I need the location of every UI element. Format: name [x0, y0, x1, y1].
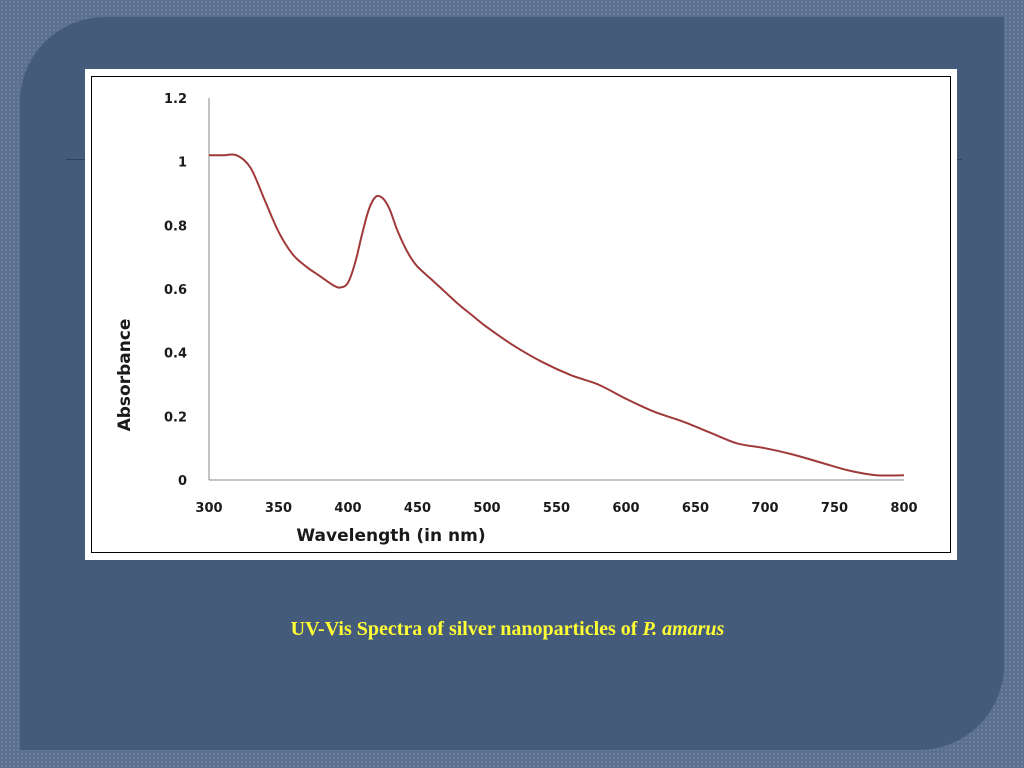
x-tick-label: 800 — [890, 501, 917, 516]
x-tick-label: 750 — [821, 501, 848, 516]
y-tick-label: 0 — [178, 474, 187, 489]
x-tick-label: 300 — [195, 501, 222, 516]
caption-text: UV-Vis Spectra of silver nanoparticles o… — [290, 618, 643, 640]
chart-image: 0 0.2 0.4 0.6 0.8 1 1.2 300 350 400 450 500 550 600 6… — [85, 69, 957, 560]
y-tick-labels: 0 0.2 0.4 0.6 0.8 1 1.2 — [164, 92, 187, 489]
caption-species: P. amarus — [642, 618, 725, 640]
y-tick-label: 0.8 — [164, 219, 187, 234]
x-tick-label: 650 — [682, 501, 709, 516]
x-tick-label: 600 — [612, 501, 639, 516]
x-tick-label: 450 — [404, 501, 431, 516]
x-tick-labels: 300 350 400 450 500 550 600 650 700 750 800 — [195, 501, 917, 516]
x-tick-label: 500 — [473, 501, 500, 516]
x-tick-label: 700 — [751, 501, 778, 516]
y-tick-label: 0.6 — [164, 283, 187, 298]
figure-caption: UV-Vis Spectra of silver nanoparticles o… — [0, 618, 1015, 641]
x-tick-label: 350 — [265, 501, 292, 516]
y-tick-label: 1.2 — [164, 92, 187, 107]
y-tick-label: 0.4 — [164, 347, 187, 362]
absorbance-series-line — [208, 153, 905, 477]
y-tick-label: 1 — [178, 156, 187, 171]
y-axis-title: Absorbance — [115, 319, 135, 432]
x-tick-label: 400 — [334, 501, 361, 516]
x-axis-title: Wavelength (in nm) — [296, 526, 485, 546]
uv-vis-chart: 0 0.2 0.4 0.6 0.8 1 1.2 300 350 400 450 500 550 600 6… — [91, 76, 951, 553]
x-tick-label: 550 — [543, 501, 570, 516]
title-divider-right — [956, 159, 962, 160]
chart-border — [91, 76, 951, 553]
y-tick-label: 0.2 — [164, 410, 187, 425]
title-divider-left — [66, 159, 86, 160]
